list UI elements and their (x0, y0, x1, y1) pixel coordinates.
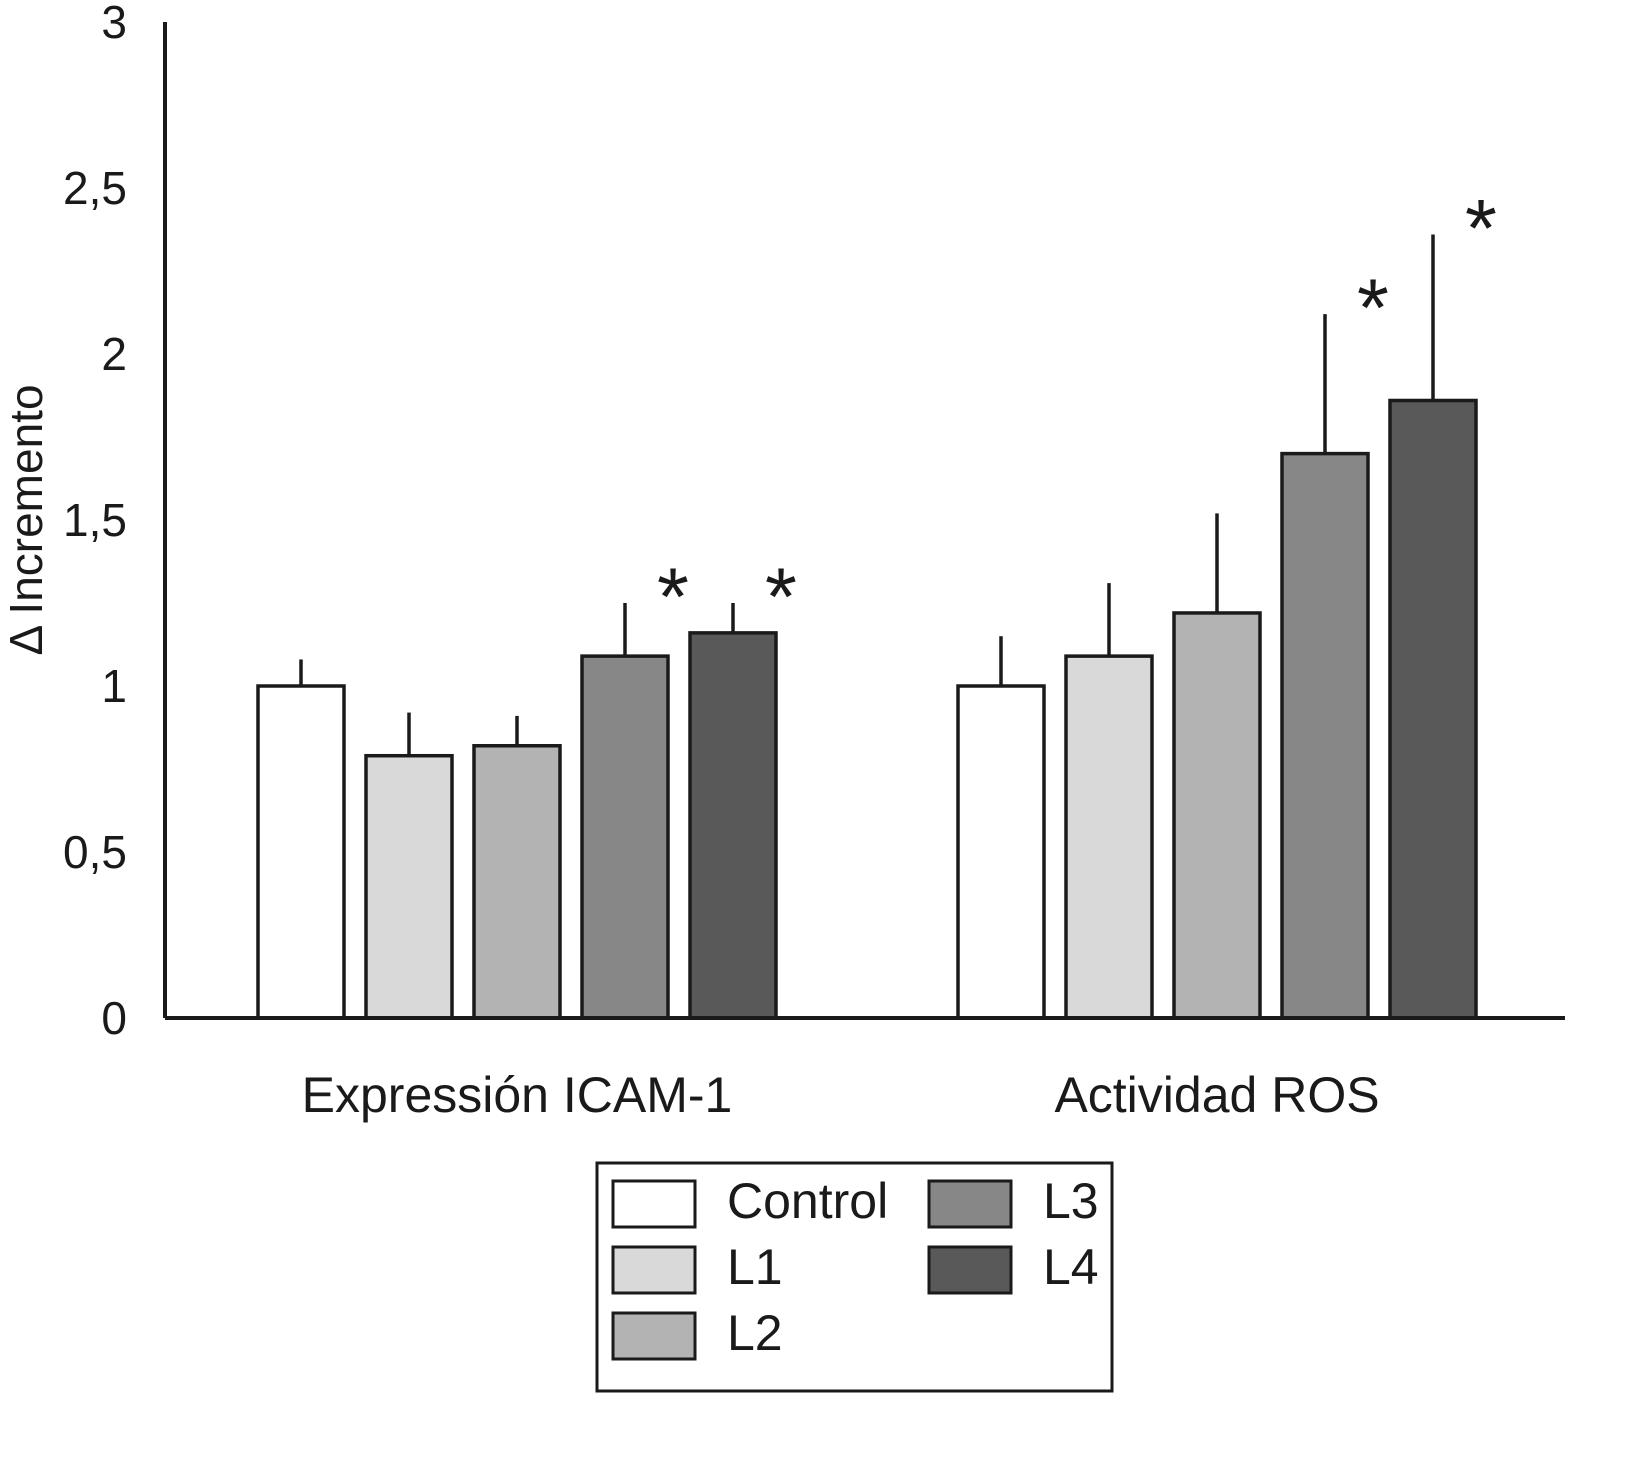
legend-label-l1: L1 (727, 1239, 783, 1295)
plot-area: 0 0,5 1 1,5 2 2,5 3 * * * * (63, 0, 1497, 1044)
significance-star: * (1465, 183, 1497, 274)
bar-l4-group1 (688, 631, 778, 1020)
y-tick-label: 1 (101, 660, 127, 712)
legend-label-l3: L3 (1043, 1173, 1099, 1229)
group-label-ros: Actividad ROS (1054, 1067, 1379, 1123)
y-tick-label: 2,5 (63, 162, 127, 214)
y-tick-label: 1,5 (63, 494, 127, 546)
bar-l2-group2 (1172, 611, 1262, 1020)
bar-l1-group1 (364, 753, 454, 1020)
legend-swatch-l4 (927, 1245, 1013, 1295)
y-tick-label: 2 (101, 328, 127, 380)
bar-l4-group2 (1388, 398, 1478, 1020)
significance-star: * (1357, 263, 1389, 354)
y-tick-label: 0 (101, 992, 127, 1044)
legend-label-l2: L2 (727, 1305, 783, 1361)
bar-l3-group2 (1280, 451, 1370, 1020)
y-tick-label: 0,5 (63, 826, 127, 878)
bar-l2-group1 (472, 744, 562, 1020)
bar-l1-group2 (1064, 654, 1154, 1020)
legend-label-control: Control (727, 1173, 888, 1229)
bar-control-group2 (956, 684, 1046, 1020)
group-label-icam: Expressión ICAM-1 (302, 1067, 733, 1123)
legend: Control L1 L2 L3 L4 (595, 1161, 1114, 1393)
legend-swatch-l1 (611, 1245, 697, 1295)
bar-l3-group1 (580, 654, 670, 1020)
legend-swatch-l3 (927, 1179, 1013, 1229)
legend-swatch-control (611, 1179, 697, 1229)
y-axis-label: Δ Incremento (0, 384, 52, 655)
bar-control-group1 (256, 684, 346, 1020)
legend-swatch-l2 (611, 1311, 697, 1361)
significance-star: * (657, 552, 689, 643)
y-tick-label: 3 (101, 0, 127, 48)
legend-label-l4: L4 (1043, 1239, 1099, 1295)
significance-star: * (765, 552, 797, 643)
